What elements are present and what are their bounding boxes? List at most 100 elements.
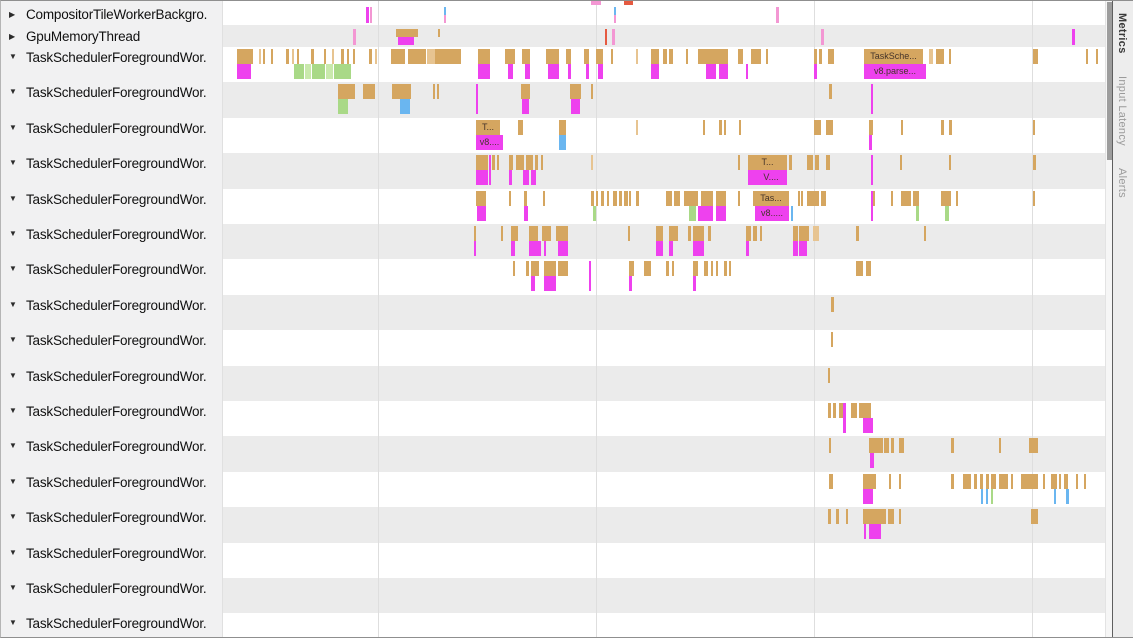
trace-slice[interactable] [591, 155, 593, 171]
trace-slice[interactable] [531, 170, 536, 186]
trace-slice[interactable] [370, 7, 372, 23]
trace-slice[interactable] [598, 64, 603, 79]
trace-slice[interactable] [669, 49, 673, 64]
trace-slice[interactable] [478, 64, 490, 79]
trace-slice[interactable] [1033, 155, 1036, 171]
trace-slice[interactable] [297, 49, 299, 64]
trace-slice[interactable] [666, 261, 669, 277]
trace-slice[interactable] [286, 49, 289, 64]
trace-slice[interactable] [593, 205, 596, 221]
trace-slice[interactable] [821, 190, 826, 206]
trace-slice[interactable] [1051, 473, 1057, 489]
trace-slice[interactable] [863, 488, 873, 504]
thread-row-9[interactable]: ▼ TaskSchedulerForegroundWor. [1, 295, 222, 330]
trace-slice[interactable] [738, 190, 740, 206]
trace-slice[interactable] [949, 49, 951, 64]
expand-arrow-icon[interactable]: ▼ [9, 122, 17, 132]
trace-slice[interactable] [568, 64, 571, 79]
thread-row-1[interactable]: ▶ GpuMemoryThread [1, 25, 222, 47]
thread-row-10[interactable]: ▼ TaskSchedulerForegroundWor. [1, 330, 222, 365]
trace-slice[interactable] [1031, 509, 1038, 525]
trace-slice[interactable] [636, 49, 638, 64]
trace-slice[interactable] [398, 37, 414, 45]
trace-slice[interactable] [1076, 473, 1078, 489]
trace-slice[interactable] [945, 205, 949, 221]
trace-slice[interactable] [748, 170, 755, 186]
trace-slice[interactable] [353, 49, 355, 64]
expand-arrow-icon[interactable]: ▼ [9, 193, 17, 203]
trace-slice[interactable] [711, 261, 713, 277]
trace-slice[interactable] [793, 241, 798, 256]
trace-slice[interactable] [869, 524, 881, 540]
trace-slice[interactable] [644, 261, 651, 277]
trace-slice[interactable] [332, 49, 334, 64]
trace-slice[interactable] [846, 509, 848, 525]
labeled-trace-slice[interactable]: Tas... [753, 190, 789, 206]
trace-slice[interactable] [477, 205, 486, 221]
trace-slice[interactable] [531, 276, 535, 292]
trace-slice[interactable] [760, 226, 762, 241]
trace-slice[interactable] [719, 64, 728, 79]
trace-slice[interactable] [729, 261, 731, 277]
trace-slice[interactable] [899, 473, 901, 489]
trace-slice[interactable] [497, 155, 499, 171]
trace-slice[interactable] [476, 170, 488, 186]
trace-slice[interactable] [899, 509, 901, 525]
trace-slice[interactable] [814, 119, 821, 135]
trace-slice[interactable] [334, 64, 351, 79]
trace-slice[interactable] [1033, 49, 1038, 64]
trace-slice[interactable] [724, 119, 726, 135]
trace-slice[interactable] [708, 226, 711, 241]
trace-slice[interactable] [869, 438, 883, 454]
trace-slice[interactable] [814, 49, 817, 64]
trace-slice[interactable] [518, 119, 523, 135]
trace-slice[interactable] [951, 438, 954, 454]
trace-slice[interactable] [509, 170, 512, 186]
trace-slice[interactable] [629, 190, 631, 206]
expand-arrow-icon[interactable]: ▼ [9, 264, 17, 274]
trace-slice[interactable] [1072, 29, 1075, 45]
trace-slice[interactable] [523, 170, 529, 186]
trace-slice[interactable] [529, 241, 541, 256]
trace-slice[interactable] [924, 226, 926, 241]
trace-slice[interactable] [363, 84, 375, 100]
expand-arrow-icon[interactable]: ▼ [9, 370, 17, 380]
trace-slice[interactable] [559, 134, 566, 150]
trace-slice[interactable] [851, 403, 857, 418]
trace-slice[interactable] [624, 190, 628, 206]
trace-slice[interactable] [1096, 49, 1098, 64]
trace-slice[interactable] [400, 99, 410, 115]
trace-slice[interactable] [542, 226, 551, 241]
trace-slice[interactable] [913, 190, 919, 206]
trace-slice[interactable] [589, 261, 591, 292]
trace-slice[interactable] [672, 261, 674, 277]
trace-slice[interactable] [525, 64, 530, 79]
trace-slice[interactable] [746, 226, 751, 241]
trace-slice[interactable] [716, 190, 726, 206]
trace-slice[interactable] [614, 15, 616, 23]
trace-slice[interactable] [511, 241, 515, 256]
trace-slice[interactable] [1059, 473, 1061, 489]
trace-slice[interactable] [546, 49, 559, 64]
trace-slice[interactable] [701, 190, 713, 206]
trace-slice[interactable] [511, 226, 518, 241]
trace-slice[interactable] [738, 49, 743, 64]
trace-slice[interactable] [558, 261, 568, 277]
trace-slice[interactable] [1086, 49, 1088, 64]
trace-slice[interactable] [544, 276, 556, 292]
trace-slice[interactable] [829, 438, 831, 454]
expand-arrow-icon[interactable]: ▼ [9, 229, 17, 238]
trace-slice[interactable] [570, 84, 581, 100]
trace-slice[interactable] [437, 84, 439, 100]
trace-slice[interactable] [941, 190, 951, 206]
trace-slice[interactable] [541, 155, 543, 171]
thread-row-8[interactable]: ▼ TaskSchedulerForegroundWor. [1, 259, 222, 294]
labeled-trace-slice[interactable]: TaskSche... [864, 49, 923, 64]
trace-slice[interactable] [716, 205, 726, 221]
trace-slice[interactable] [408, 49, 426, 64]
trace-slice[interactable] [746, 64, 748, 79]
trace-slice[interactable] [828, 367, 830, 383]
trace-slice[interactable] [669, 226, 678, 241]
trace-slice[interactable] [559, 119, 566, 135]
thread-row-11[interactable]: ▼ TaskSchedulerForegroundWor. [1, 366, 222, 401]
